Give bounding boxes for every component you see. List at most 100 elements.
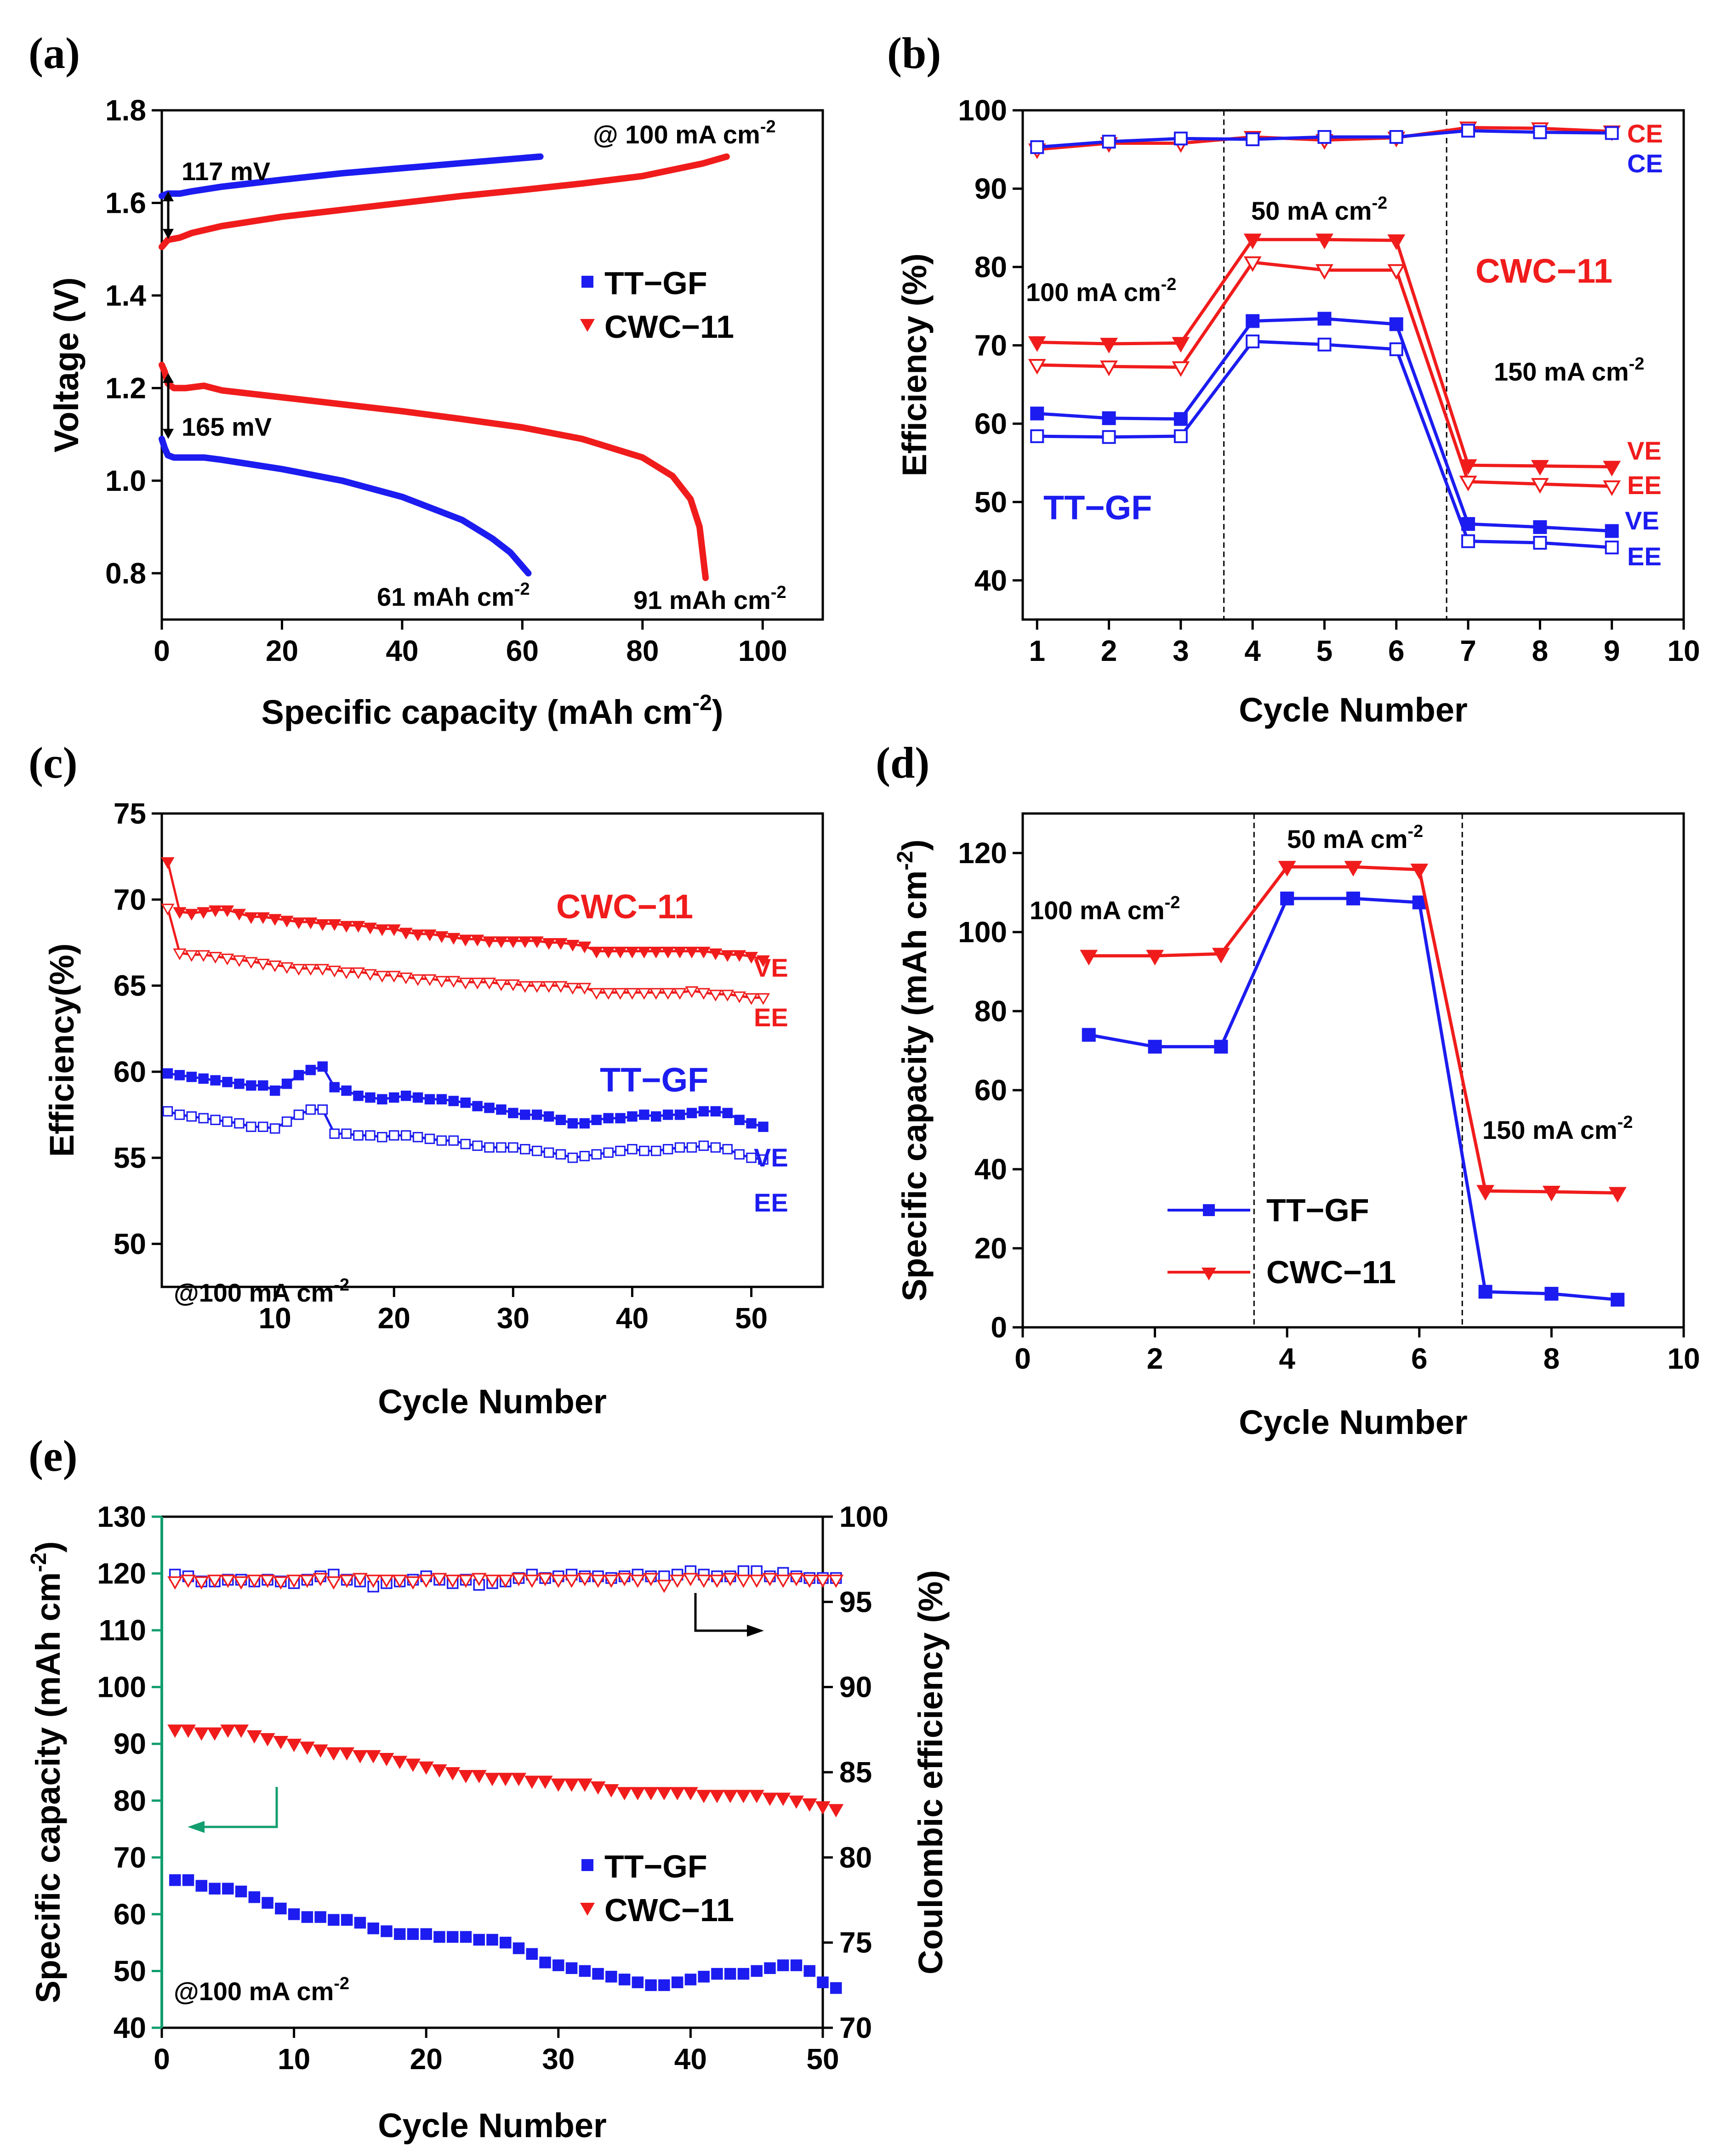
data-point-cwc-11-ve bbox=[459, 934, 473, 947]
data-point-tt-gf-capacity bbox=[658, 1979, 670, 1991]
data-point-cwc-11-ee bbox=[399, 973, 413, 984]
data-point-tt-gf-capacity bbox=[671, 1976, 683, 1988]
data-point-cwc-11-ee bbox=[566, 983, 580, 995]
data-point-cwc-11-ve bbox=[590, 946, 604, 959]
data-point-tt-gf-ve bbox=[424, 1094, 435, 1104]
data-point-tt-gf-ve bbox=[746, 1118, 757, 1129]
data-point-cwc-11-ee bbox=[1028, 359, 1046, 375]
panel-a-charge-gap-label: 117 mV bbox=[182, 157, 270, 186]
data-point-tt-gf bbox=[1148, 1040, 1162, 1054]
data-point-cwc-11 bbox=[1410, 864, 1429, 880]
y-tick-label: 65 bbox=[114, 969, 146, 1002]
panel-a-ylabel: Voltage (V) bbox=[47, 278, 85, 453]
panel-b-tt-ee-label: EE bbox=[1627, 542, 1662, 571]
data-point-cwc-11-ve bbox=[1172, 337, 1190, 353]
y-tick-label: 55 bbox=[114, 1141, 146, 1174]
panel-a-label: (a) bbox=[28, 28, 80, 78]
data-point-cwc-11-capacity bbox=[194, 1727, 209, 1741]
data-point-tt-gf-ee bbox=[603, 1147, 614, 1158]
data-point-tt-gf-ee bbox=[377, 1132, 387, 1143]
data-point-cwc-11-ce bbox=[273, 1576, 289, 1590]
series-line-tt-gf-discharge bbox=[159, 436, 532, 577]
data-point-cwc-11-ce bbox=[445, 1575, 461, 1588]
data-point-cwc-11-ee bbox=[1100, 360, 1118, 376]
data-point-cwc-11-ee bbox=[411, 974, 425, 986]
data-point-cwc-11-ce bbox=[564, 1575, 580, 1588]
data-point-cwc-11-ee bbox=[423, 974, 437, 986]
data-point-cwc-11-ve bbox=[447, 933, 461, 945]
data-point-tt-gf-capacity bbox=[182, 1874, 194, 1886]
data-point-tt-gf-ve bbox=[246, 1080, 256, 1091]
panel-c-label: (c) bbox=[28, 738, 78, 787]
panel-c-cwc-11-label: CWC−11 bbox=[556, 887, 693, 926]
data-point-tt-gf-ve bbox=[639, 1109, 649, 1120]
data-point-tt-gf-capacity bbox=[764, 1962, 776, 1974]
panel-b-cwc-ce-label: CE bbox=[1627, 119, 1663, 148]
y-tick-label: 1.6 bbox=[105, 186, 146, 219]
panel-b-frame bbox=[1021, 109, 1685, 621]
data-point-cwc-11-ee bbox=[482, 978, 496, 990]
x-tick-label: 50 bbox=[806, 2042, 839, 2076]
legend-cwc-11-marker bbox=[1202, 1268, 1216, 1280]
data-point-cwc-11-ce bbox=[418, 1575, 434, 1588]
y-tick-label: 60 bbox=[974, 407, 1007, 440]
data-point-cwc-11-ee bbox=[1243, 256, 1262, 272]
data-point-cwc-11-ve bbox=[637, 946, 651, 959]
data-point-tt-gf-ee bbox=[424, 1133, 435, 1144]
data-point-tt-gf-ee bbox=[686, 1142, 697, 1153]
data-point-cwc-11-ce bbox=[352, 1573, 368, 1587]
data-point-tt-gf-ee bbox=[615, 1145, 626, 1156]
data-point-cwc-11-ee bbox=[613, 988, 627, 1000]
x-tick-label: 7 bbox=[1460, 634, 1476, 667]
data-point-cwc-11-ee bbox=[447, 976, 461, 988]
data-point-cwc-11-ve bbox=[232, 909, 246, 921]
data-point-cwc-11-ee bbox=[375, 971, 389, 983]
y-tick-label: 40 bbox=[114, 2011, 146, 2044]
data-point-tt-gf-ce bbox=[1102, 135, 1116, 149]
legend-tt-gf-label: TT−GF bbox=[604, 265, 707, 301]
data-point-cwc-11-ee bbox=[435, 976, 449, 988]
y-tick-label: 90 bbox=[974, 172, 1007, 205]
data-point-tt-gf-capacity bbox=[539, 1957, 551, 1968]
data-point-cwc-11-ee bbox=[1316, 264, 1333, 280]
data-point-tt-gf-capacity bbox=[579, 1965, 591, 1977]
data-point-tt-gf-ve bbox=[400, 1091, 411, 1101]
data-point-cwc-11-capacity bbox=[339, 1747, 355, 1761]
data-point-tt-gf-ce bbox=[1317, 130, 1332, 144]
data-point-cwc-11-ve bbox=[1316, 233, 1333, 250]
data-point-tt-gf-ve bbox=[365, 1092, 376, 1103]
data-point-cwc-11-ve bbox=[530, 936, 544, 948]
data-point-tt-gf-ve bbox=[722, 1108, 733, 1118]
data-point-cwc-11-ce bbox=[471, 1573, 487, 1587]
data-point-tt-gf-ee bbox=[460, 1138, 471, 1149]
data-point-cwc-11-capacity bbox=[656, 1787, 672, 1801]
data-point-tt-gf-capacity bbox=[407, 1928, 419, 1940]
data-point-cwc-11-ee bbox=[709, 990, 723, 1002]
data-point-cwc-11-ce bbox=[735, 1575, 751, 1588]
x-tick-label: 6 bbox=[1411, 1342, 1428, 1375]
data-point-cwc-11-ve bbox=[411, 929, 425, 941]
data-point-tt-gf-ve bbox=[758, 1121, 769, 1132]
data-point-cwc-11-ve bbox=[292, 917, 306, 929]
data-point-tt-gf-ve bbox=[1246, 314, 1260, 328]
panel-d-xlabel: Cycle Number bbox=[1239, 1403, 1468, 1441]
data-point-tt-gf-ee bbox=[1317, 337, 1332, 352]
data-point-cwc-11-ce bbox=[498, 1575, 513, 1588]
y-tick-label: 50 bbox=[974, 485, 1007, 518]
data-point-cwc-11-ve bbox=[220, 905, 234, 917]
data-point-cwc-11-ve bbox=[625, 946, 639, 959]
data-point-tt-gf-capacity bbox=[486, 1934, 498, 1946]
data-point-tt-gf-ee bbox=[1461, 534, 1475, 548]
data-point-tt-gf-capacity bbox=[460, 1931, 472, 1943]
data-point-cwc-11-ve bbox=[1243, 233, 1262, 250]
data-point-tt-gf-ee bbox=[1533, 535, 1547, 550]
data-point-tt-gf-capacity bbox=[446, 1931, 459, 1943]
data-point-cwc-11-ve bbox=[435, 931, 449, 943]
right-y-tick-label: 90 bbox=[839, 1671, 872, 1704]
panel-c-tt-gf-label: TT−GF bbox=[600, 1061, 708, 1099]
data-point-cwc-11-ve bbox=[578, 941, 592, 954]
data-point-cwc-11-ve bbox=[494, 936, 508, 948]
y-tick-label: 0 bbox=[991, 1311, 1007, 1344]
data-point-tt-gf-ve bbox=[329, 1082, 340, 1092]
data-point-tt-gf-ve bbox=[734, 1115, 745, 1125]
